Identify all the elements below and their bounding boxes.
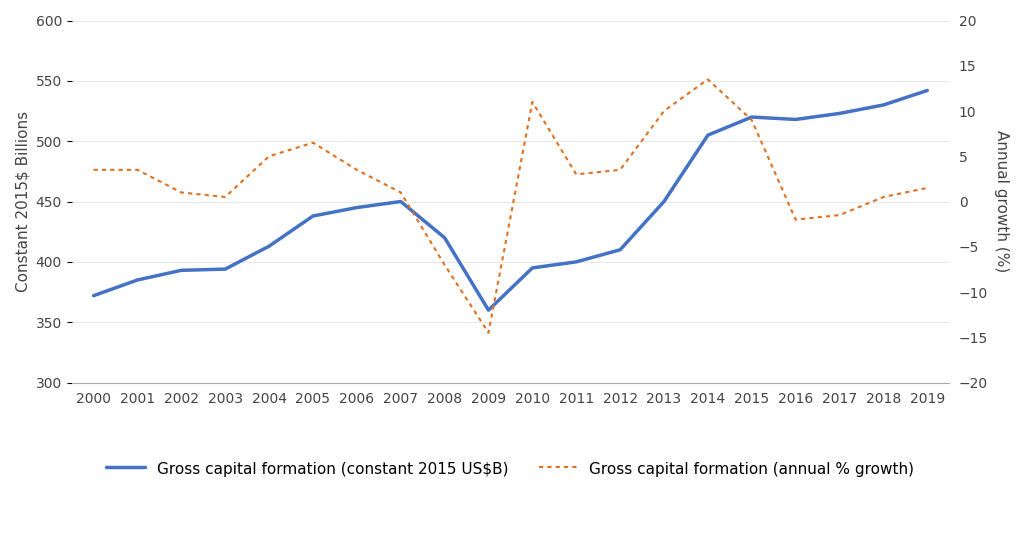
Gross capital formation (annual % growth)	[570, 171, 583, 177]
Gross capital formation (annual % growth)	[745, 117, 758, 123]
Gross capital formation (constant 2015 US$B)	[438, 235, 451, 241]
Gross capital formation (constant 2015 US$B)	[350, 204, 362, 211]
Gross capital formation (annual % growth)	[131, 167, 143, 173]
Gross capital formation (constant 2015 US$B)	[175, 267, 187, 273]
Line: Gross capital formation (constant 2015 US$B): Gross capital formation (constant 2015 U…	[93, 91, 928, 310]
Gross capital formation (annual % growth)	[526, 99, 539, 105]
Gross capital formation (annual % growth)	[263, 153, 275, 159]
Gross capital formation (annual % growth)	[219, 194, 231, 200]
Gross capital formation (annual % growth)	[482, 329, 495, 336]
Gross capital formation (constant 2015 US$B)	[307, 213, 319, 219]
Gross capital formation (constant 2015 US$B)	[87, 293, 99, 299]
Gross capital formation (constant 2015 US$B)	[526, 265, 539, 271]
Gross capital formation (annual % growth)	[438, 262, 451, 268]
Gross capital formation (annual % growth)	[394, 189, 407, 196]
Gross capital formation (annual % growth)	[175, 189, 187, 196]
Gross capital formation (constant 2015 US$B)	[657, 198, 670, 205]
Gross capital formation (constant 2015 US$B)	[745, 114, 758, 120]
Gross capital formation (annual % growth)	[657, 108, 670, 114]
Gross capital formation (annual % growth)	[701, 76, 714, 83]
Gross capital formation (annual % growth)	[87, 167, 99, 173]
Gross capital formation (constant 2015 US$B)	[701, 132, 714, 139]
Gross capital formation (constant 2015 US$B)	[790, 116, 802, 123]
Y-axis label: Annual growth (%): Annual growth (%)	[994, 131, 1009, 273]
Gross capital formation (annual % growth)	[922, 185, 934, 191]
Gross capital formation (constant 2015 US$B)	[878, 102, 890, 108]
Gross capital formation (annual % growth)	[307, 140, 319, 146]
Y-axis label: Constant 2015$ Billions: Constant 2015$ Billions	[15, 111, 30, 292]
Gross capital formation (annual % growth)	[878, 194, 890, 200]
Gross capital formation (constant 2015 US$B)	[394, 198, 407, 205]
Gross capital formation (constant 2015 US$B)	[482, 307, 495, 313]
Gross capital formation (annual % growth)	[834, 212, 846, 219]
Gross capital formation (constant 2015 US$B)	[131, 277, 143, 283]
Gross capital formation (constant 2015 US$B)	[570, 259, 583, 265]
Gross capital formation (constant 2015 US$B)	[922, 87, 934, 94]
Gross capital formation (annual % growth)	[350, 167, 362, 173]
Gross capital formation (annual % growth)	[614, 167, 627, 173]
Gross capital formation (constant 2015 US$B)	[263, 243, 275, 249]
Gross capital formation (annual % growth)	[790, 216, 802, 223]
Legend: Gross capital formation (constant 2015 US$B), Gross capital formation (annual % : Gross capital formation (constant 2015 U…	[100, 455, 921, 483]
Gross capital formation (constant 2015 US$B)	[834, 110, 846, 117]
Gross capital formation (constant 2015 US$B)	[219, 266, 231, 272]
Gross capital formation (constant 2015 US$B)	[614, 247, 627, 253]
Line: Gross capital formation (annual % growth): Gross capital formation (annual % growth…	[93, 79, 928, 333]
